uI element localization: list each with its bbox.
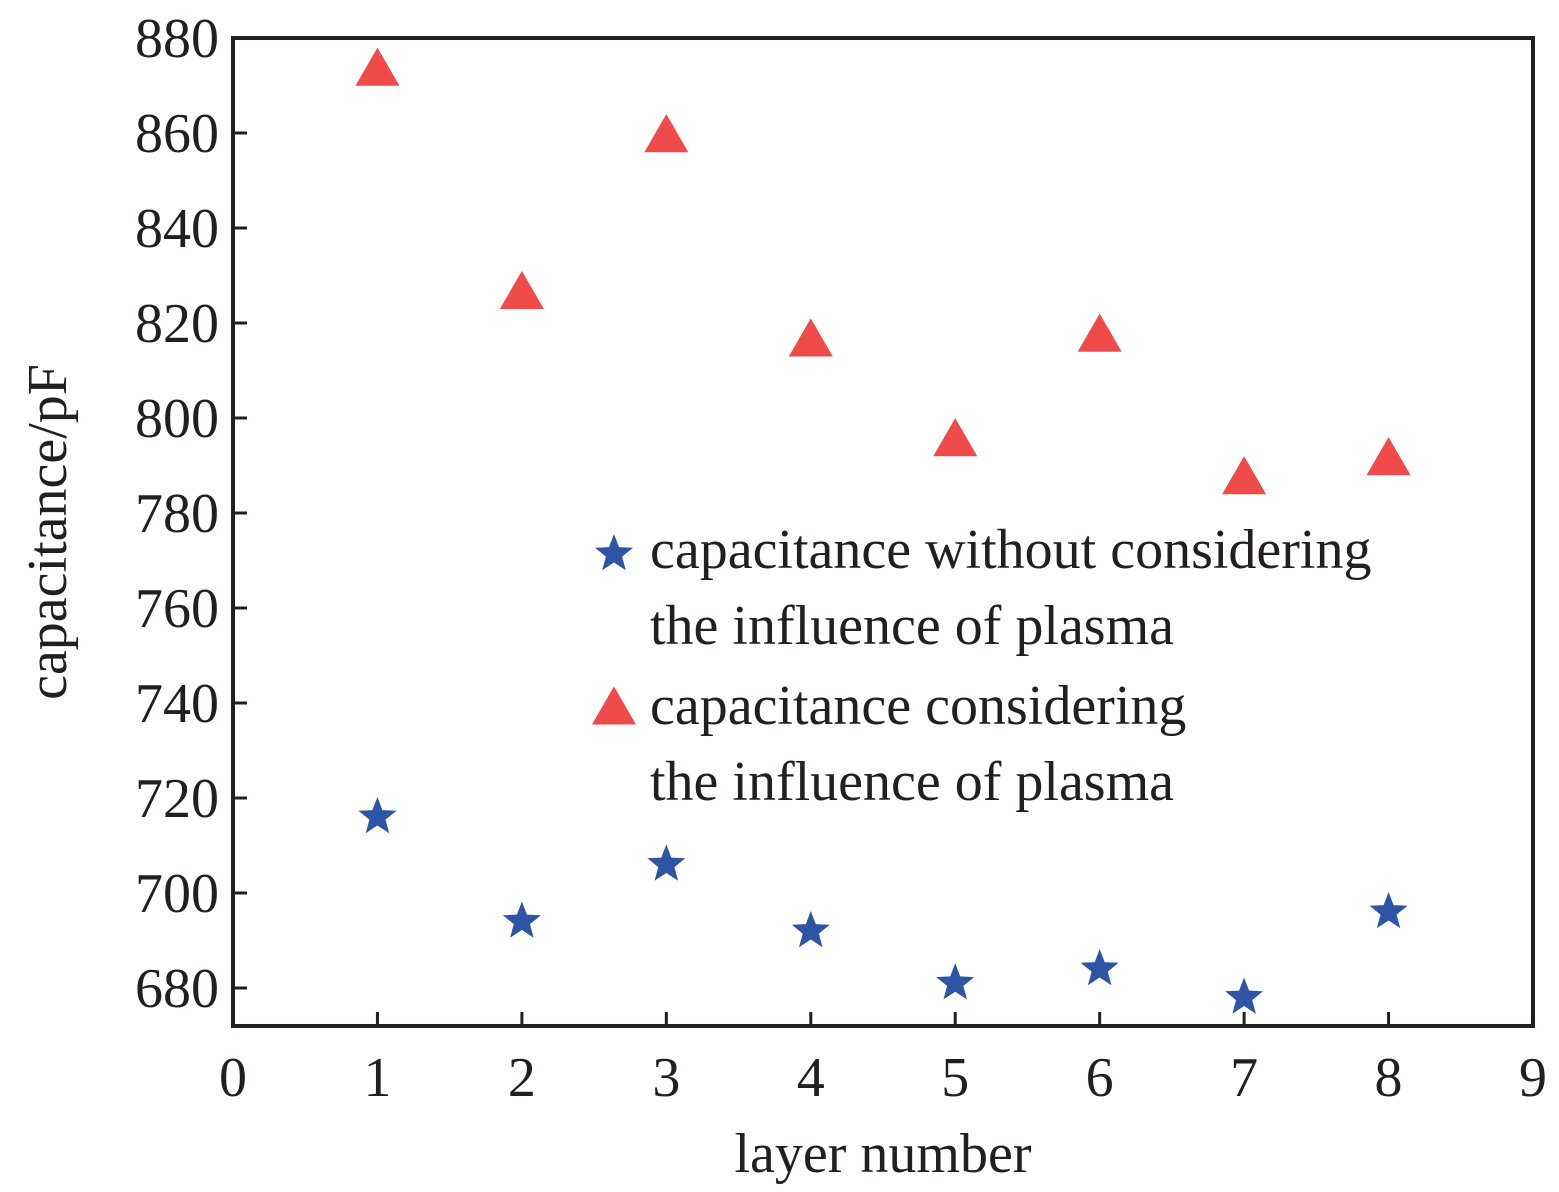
y-axis-label: capacitance/pF <box>17 364 79 700</box>
triangle-marker <box>933 418 978 457</box>
star-marker <box>791 911 830 948</box>
x-axis-label: layer number <box>735 1123 1032 1185</box>
plot-frame <box>231 36 1535 1028</box>
x-tick-label: 9 <box>1519 1047 1547 1109</box>
triangle-marker <box>592 686 636 725</box>
legend-label: capacitance without considering <box>650 519 1372 581</box>
star-marker <box>502 901 541 938</box>
star-marker <box>1225 977 1264 1014</box>
star-marker <box>1369 892 1408 929</box>
y-tick-label: 680 <box>135 958 219 1020</box>
legend-label: the influence of plasma <box>650 595 1174 657</box>
triangle-marker <box>499 270 544 309</box>
x-tick-label: 0 <box>219 1047 247 1109</box>
series-1 <box>358 797 1408 1014</box>
y-tick-label: 840 <box>135 198 219 260</box>
legend-label: the influence of plasma <box>650 751 1174 813</box>
x-tick-label: 4 <box>797 1047 825 1109</box>
x-tick-label: 3 <box>652 1047 680 1109</box>
x-tick-label: 1 <box>363 1047 391 1109</box>
y-tick-label: 740 <box>135 673 219 735</box>
y-tick-label: 780 <box>135 483 219 545</box>
y-tick-label: 720 <box>135 768 219 830</box>
y-tick-label: 860 <box>135 103 219 165</box>
legend: capacitance without considering the influ… <box>592 519 1372 813</box>
y-tick-label: 760 <box>135 578 219 640</box>
triangle-marker <box>1077 313 1122 352</box>
y-axis-ticks: 680 700 720 740 760 780 800 820 840 860 880 <box>135 8 247 1020</box>
triangle-marker <box>644 114 689 153</box>
x-tick-label: 6 <box>1086 1047 1114 1109</box>
star-marker <box>647 844 686 881</box>
series-2 <box>355 47 1411 495</box>
triangle-marker <box>788 318 833 357</box>
x-tick-label: 5 <box>941 1047 969 1109</box>
star-marker <box>358 797 397 834</box>
triangle-marker <box>355 47 400 86</box>
star-marker <box>936 963 975 1000</box>
star-marker <box>595 534 633 571</box>
x-tick-label: 8 <box>1375 1047 1403 1109</box>
data-series <box>355 47 1411 1014</box>
star-marker <box>1080 949 1119 986</box>
y-tick-label: 800 <box>135 388 219 450</box>
y-tick-label: 700 <box>135 863 219 925</box>
x-axis-ticks: 0 1 2 3 4 5 6 7 8 9 <box>219 1012 1547 1109</box>
triangle-marker <box>1366 437 1411 476</box>
triangle-marker <box>1222 456 1267 495</box>
x-tick-label: 2 <box>508 1047 536 1109</box>
x-tick-label: 7 <box>1230 1047 1258 1109</box>
legend-label: capacitance considering <box>650 675 1186 737</box>
y-tick-label: 880 <box>135 8 219 70</box>
y-tick-label: 820 <box>135 293 219 355</box>
